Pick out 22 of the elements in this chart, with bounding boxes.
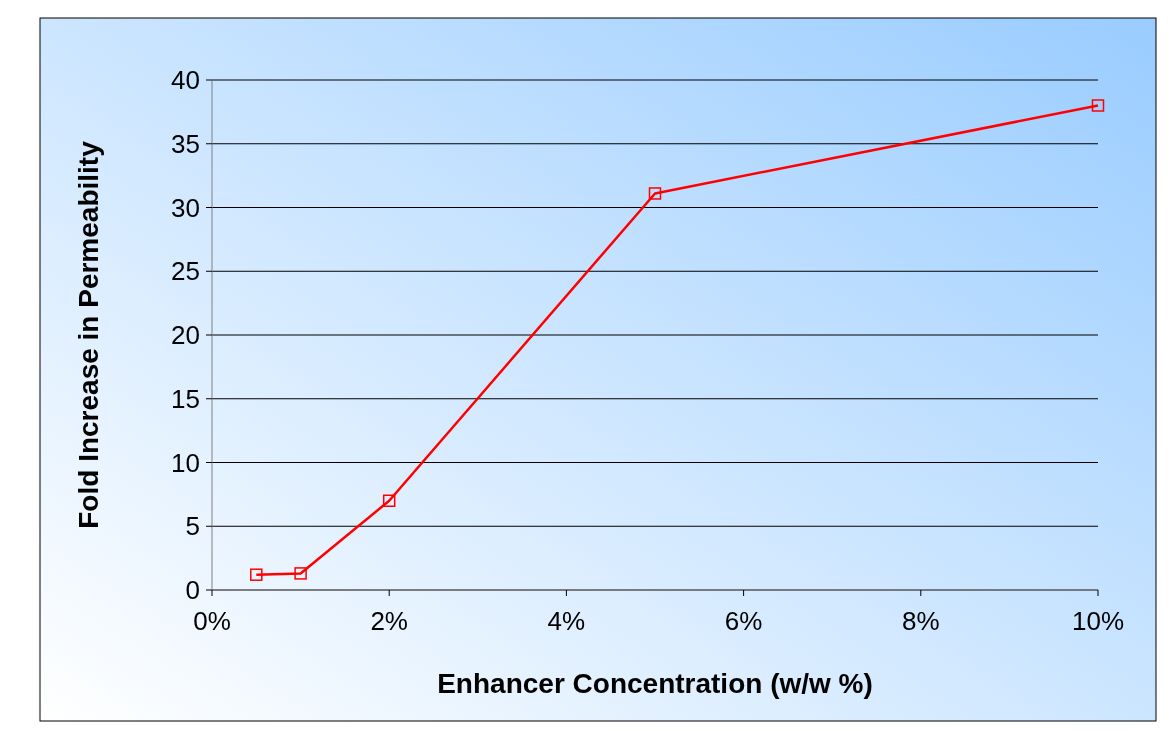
point: [250, 568, 263, 581]
x-tick-label: 0%: [193, 606, 231, 636]
point: [648, 187, 662, 200]
y-tick-label: 30: [171, 192, 200, 223]
y-tick-label: 25: [171, 256, 200, 287]
point: [294, 567, 307, 580]
x-tick-label: 10%: [1071, 606, 1125, 636]
y-tick-label: 5: [185, 511, 200, 542]
x-tick-label: 4%: [547, 606, 586, 636]
y-tick-label: 20: [171, 320, 200, 351]
point: [382, 494, 396, 507]
y-tick-label: 10: [171, 447, 200, 478]
x-axis-title: Enhancer Concentration (w/w %): [437, 668, 873, 699]
point: [1091, 99, 1105, 112]
x-tick-label: 2%: [370, 606, 408, 636]
y-tick-label: 15: [171, 383, 200, 414]
x-tick-label: 8%: [902, 606, 940, 636]
y-axis-title: Fold Increase in Permeability: [73, 140, 104, 529]
y-tick-label: 35: [171, 128, 200, 159]
y-tick-label: 0: [185, 575, 200, 606]
y-tick-label: 40: [171, 65, 200, 96]
x-tick-label: 6%: [724, 606, 763, 636]
